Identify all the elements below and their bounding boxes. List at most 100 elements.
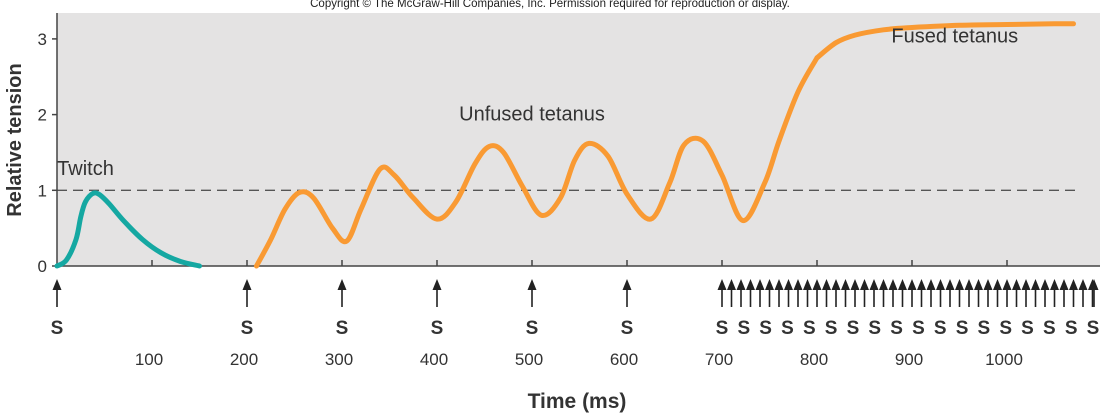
stimulus-arrow-7 <box>727 279 736 307</box>
stimulus-arrow-head <box>432 279 442 290</box>
stimulus-arrow-head <box>1078 279 1088 290</box>
stimulus-arrow-head <box>1040 279 1050 290</box>
stimulus-arrow-head <box>774 279 784 290</box>
x-tick-label-300: 300 <box>325 350 353 369</box>
stimulus-arrow-43 <box>1069 279 1078 307</box>
stimulus-label-1: S <box>241 318 254 339</box>
stimulus-arrow-head <box>822 279 831 290</box>
stimulus-arrow-head <box>879 279 888 290</box>
stimulus-arrow-head <box>888 279 898 290</box>
stimulus-arrow-23 <box>879 279 888 307</box>
stimulus-arrow-head <box>898 279 907 290</box>
stimulus-label-49: S <box>759 318 772 339</box>
stimulus-arrow-36 <box>1002 279 1012 307</box>
stimulus-arrow-14 <box>793 279 803 307</box>
stimulus-label-63: S <box>1065 318 1078 339</box>
stimulus-arrow-8 <box>736 279 746 307</box>
x-tick-label-1000: 1000 <box>985 350 1023 369</box>
stimulus-arrow-2 <box>337 279 347 307</box>
stimulus-arrow-12 <box>774 279 784 307</box>
stimulus-arrow-head <box>1031 279 1040 290</box>
stimulus-label-4: S <box>526 318 539 339</box>
stimulus-label-3: S <box>431 318 444 339</box>
x-tick-label-800: 800 <box>800 350 828 369</box>
stimulus-arrow-head <box>1089 279 1099 290</box>
stimulus-arrow-head <box>765 279 774 290</box>
stimulus-label-0: S <box>51 318 64 339</box>
stimulus-arrow-head <box>1021 279 1031 290</box>
stimulus-arrow-1 <box>242 279 252 307</box>
stimulus-arrow-head <box>974 279 983 290</box>
stimulus-label-60: S <box>999 318 1012 339</box>
stimulus-arrow-4 <box>527 279 537 307</box>
series-unfused-tetanus-line <box>254 55 820 269</box>
stimulus-label-5: S <box>621 318 634 339</box>
stimulus-arrow-41 <box>1050 279 1059 307</box>
stimulus-arrow-head <box>964 279 974 290</box>
stimulus-label-50: S <box>781 318 794 339</box>
stimulus-label-48: S <box>737 318 750 339</box>
stimulus-arrow-5 <box>622 279 632 307</box>
stimulus-arrow-head <box>945 279 955 290</box>
annotation-fused-tetanus: Fused tetanus <box>891 26 1018 48</box>
stimulus-arrow-head <box>736 279 746 290</box>
stimulus-label-64: S <box>1087 318 1100 339</box>
annotation-twitch: Twitch <box>57 158 114 180</box>
stimulus-arrow-19 <box>841 279 850 307</box>
stimulus-label-52: S <box>825 318 838 339</box>
stimulus-arrow-33 <box>974 279 983 307</box>
stimulus-arrow-39 <box>1031 279 1040 307</box>
stimulus-arrow-21 <box>860 279 869 307</box>
stimulus-label-53: S <box>847 318 860 339</box>
stimulus-arrow-24 <box>888 279 898 307</box>
stimulus-arrow-head <box>755 279 765 290</box>
stimulus-arrow-head <box>793 279 803 290</box>
stimulus-arrow-37 <box>1012 279 1021 307</box>
stimulus-label-61: S <box>1021 318 1034 339</box>
stimulus-arrow-head <box>727 279 736 290</box>
series-twitch-line <box>54 190 202 269</box>
stimulus-arrow-31 <box>955 279 964 307</box>
stimulus-arrow-head <box>1050 279 1059 290</box>
stimulus-arrow-40 <box>1040 279 1050 307</box>
stimulus-arrow-32 <box>964 279 974 307</box>
stimulus-arrow-head <box>831 279 841 290</box>
stimulus-arrow-13 <box>784 279 793 307</box>
stimulus-arrow-head <box>907 279 917 290</box>
stimulus-arrow-9 <box>746 279 755 307</box>
stimulus-label-54: S <box>868 318 881 339</box>
stimulus-arrow-head <box>1069 279 1078 290</box>
y-tick-label-1: 1 <box>38 181 47 200</box>
stimulus-arrow-head <box>860 279 869 290</box>
stimulus-arrow-head <box>803 279 812 290</box>
x-tick-label-100: 100 <box>135 350 163 369</box>
stimulus-arrow-head <box>812 279 822 290</box>
stimulus-arrow-22 <box>869 279 879 307</box>
stimulus-arrow-26 <box>907 279 917 307</box>
stimulus-arrow-head <box>784 279 793 290</box>
stimulus-arrow-0 <box>52 279 62 307</box>
y-tick-label-0: 0 <box>38 257 47 276</box>
stimulus-arrow-head <box>242 279 252 290</box>
stimulus-arrow-head <box>869 279 879 290</box>
stimulus-arrow-46 <box>1089 279 1099 307</box>
stimulus-arrow-head <box>337 279 347 290</box>
stimulus-label-58: S <box>956 318 969 339</box>
stimulus-arrow-25 <box>898 279 907 307</box>
series-fused-tetanus-line <box>814 21 1076 61</box>
y-tick-label-3: 3 <box>38 30 47 49</box>
stimulus-arrow-11 <box>765 279 774 307</box>
stimulus-arrow-34 <box>983 279 993 307</box>
plot-panel <box>57 13 1100 266</box>
stimulus-arrow-38 <box>1021 279 1031 307</box>
x-tick-label-200: 200 <box>230 350 258 369</box>
stimulus-arrow-28 <box>926 279 936 307</box>
stimulus-arrow-30 <box>945 279 955 307</box>
stimulus-arrow-head <box>983 279 993 290</box>
stimulus-arrow-44 <box>1078 279 1088 307</box>
stimulus-arrow-29 <box>936 279 945 307</box>
stimulus-arrow-head <box>1012 279 1021 290</box>
stimulus-arrow-head <box>917 279 926 290</box>
